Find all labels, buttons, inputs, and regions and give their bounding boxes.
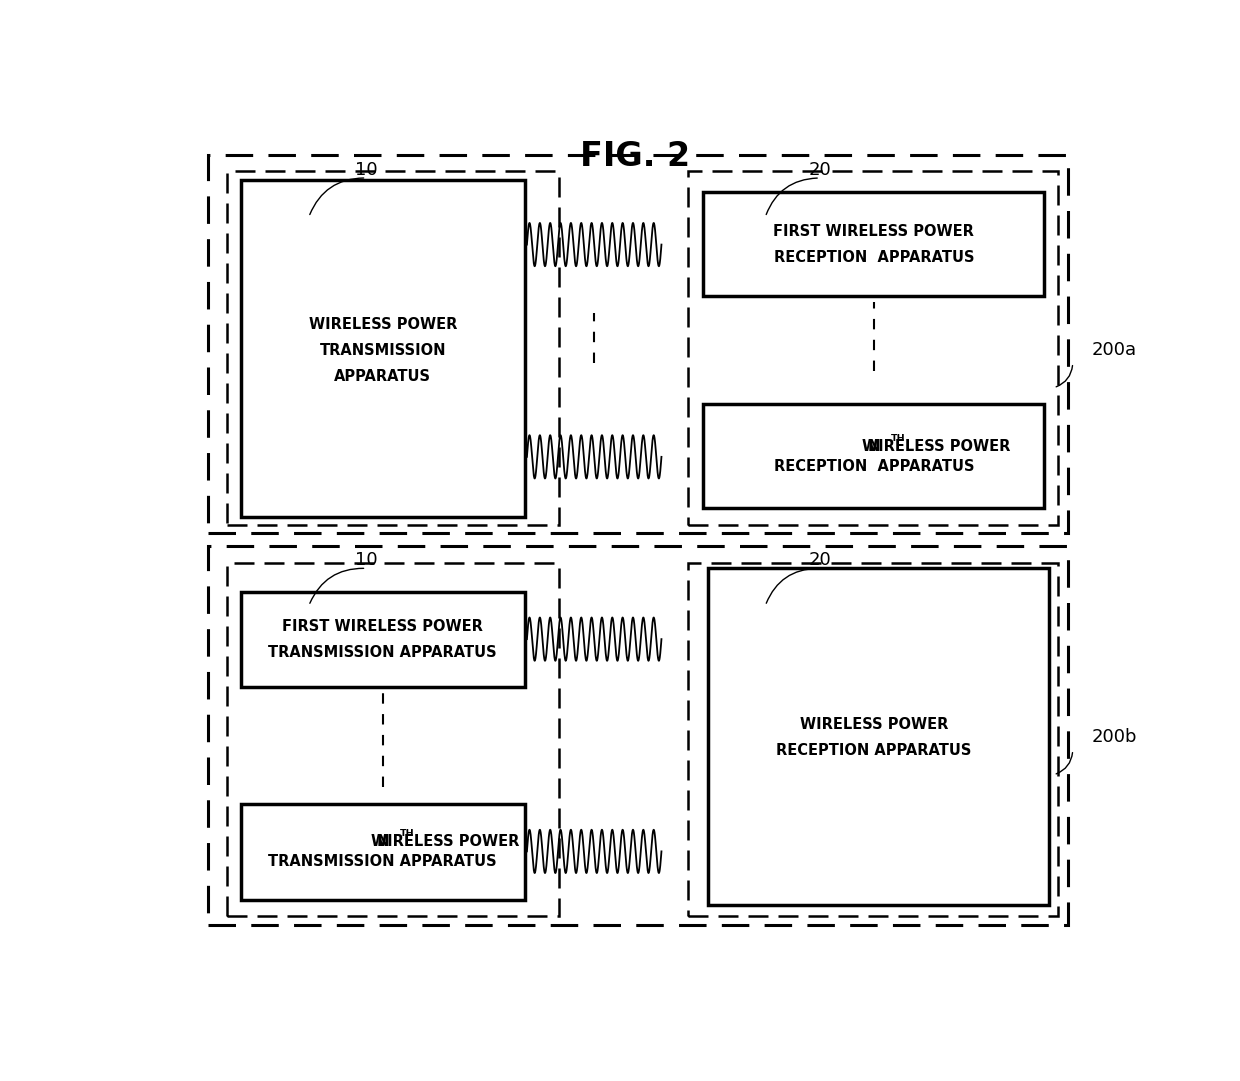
Text: N: N <box>377 833 389 849</box>
Text: WIRELESS POWER
RECEPTION APPARATUS: WIRELESS POWER RECEPTION APPARATUS <box>776 717 971 758</box>
Text: 10: 10 <box>355 551 378 569</box>
Text: WIRELESS POWER
TRANSMISSION
APPARATUS: WIRELESS POWER TRANSMISSION APPARATUS <box>309 317 458 384</box>
Text: 20: 20 <box>808 551 831 569</box>
Text: TH: TH <box>892 435 905 443</box>
Bar <box>227 562 558 917</box>
Text: FIRST WIRELESS POWER
TRANSMISSION APPARATUS: FIRST WIRELESS POWER TRANSMISSION APPARA… <box>268 618 497 659</box>
Bar <box>242 179 525 517</box>
Bar <box>242 591 525 688</box>
Bar <box>208 546 1068 924</box>
Text: 20: 20 <box>808 161 831 178</box>
Bar <box>688 562 1059 917</box>
Text: FIG. 2: FIG. 2 <box>580 139 691 173</box>
Bar <box>708 569 1049 906</box>
Text: TRANSMISSION APPARATUS: TRANSMISSION APPARATUS <box>268 854 497 869</box>
Text: RECEPTION  APPARATUS: RECEPTION APPARATUS <box>774 459 975 475</box>
Text: 200a: 200a <box>1092 342 1137 359</box>
Bar <box>703 192 1044 296</box>
Bar <box>688 171 1059 525</box>
Text: WIRELESS POWER: WIRELESS POWER <box>862 439 1011 454</box>
Text: FIRST WIRELESS POWER
RECEPTION  APPARATUS: FIRST WIRELESS POWER RECEPTION APPARATUS <box>774 224 975 265</box>
Text: WIRELESS POWER: WIRELESS POWER <box>371 833 520 849</box>
Bar <box>242 804 525 899</box>
Text: N: N <box>868 439 880 454</box>
Bar <box>208 155 1068 533</box>
Text: TH: TH <box>401 828 414 838</box>
Bar <box>703 404 1044 508</box>
Text: 10: 10 <box>355 161 378 178</box>
Bar <box>227 171 558 525</box>
Text: 200b: 200b <box>1092 729 1137 746</box>
